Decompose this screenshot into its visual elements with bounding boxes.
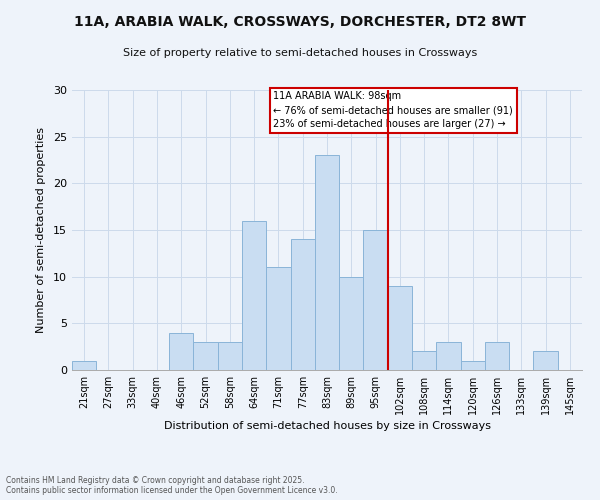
Bar (339, 276, 364, 370)
Bar (266, 268, 290, 370)
Bar (485, 342, 509, 370)
Bar (218, 342, 242, 370)
Text: Contains HM Land Registry data © Crown copyright and database right 2025.
Contai: Contains HM Land Registry data © Crown c… (6, 476, 338, 495)
Bar (242, 220, 266, 370)
Text: Size of property relative to semi-detached houses in Crossways: Size of property relative to semi-detach… (123, 48, 477, 58)
Bar (412, 352, 436, 370)
Text: 11A, ARABIA WALK, CROSSWAYS, DORCHESTER, DT2 8WT: 11A, ARABIA WALK, CROSSWAYS, DORCHESTER,… (74, 15, 526, 29)
Bar (290, 240, 315, 370)
Bar (388, 286, 412, 370)
Bar (72, 360, 96, 370)
Bar (315, 156, 339, 370)
Bar (364, 230, 388, 370)
Bar (533, 352, 558, 370)
Bar (436, 342, 461, 370)
Text: 11A ARABIA WALK: 98sqm
← 76% of semi-detached houses are smaller (91)
23% of sem: 11A ARABIA WALK: 98sqm ← 76% of semi-det… (274, 92, 513, 130)
Bar (461, 360, 485, 370)
Bar (169, 332, 193, 370)
Y-axis label: Number of semi-detached properties: Number of semi-detached properties (36, 127, 46, 333)
X-axis label: Distribution of semi-detached houses by size in Crossways: Distribution of semi-detached houses by … (163, 421, 491, 431)
Bar (193, 342, 218, 370)
